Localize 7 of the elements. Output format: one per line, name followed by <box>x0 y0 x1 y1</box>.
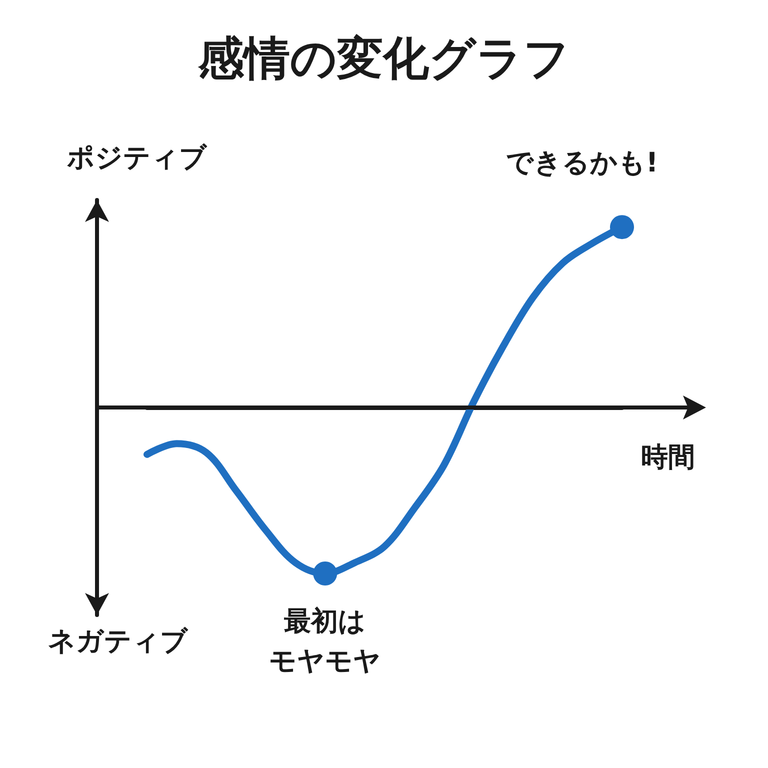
text: 最初は <box>283 606 366 637</box>
text: できるかも! <box>506 148 658 179</box>
chart-title: 感情の変化グラフ <box>197 31 570 85</box>
y-axis-title: ポジティブ <box>67 142 208 174</box>
text: モヤモヤ <box>269 646 382 677</box>
x-axis-title: 時間 <box>641 442 695 473</box>
text: ネガティブ <box>48 626 189 657</box>
